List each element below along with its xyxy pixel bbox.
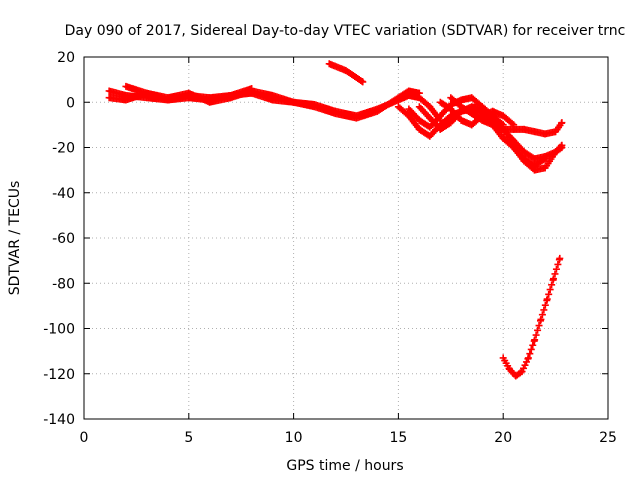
data-point xyxy=(535,322,543,330)
series-sat-l xyxy=(489,116,566,174)
data-point xyxy=(551,270,559,278)
data-point xyxy=(543,295,551,303)
data-point xyxy=(248,85,256,93)
data-point xyxy=(554,260,562,268)
data-point xyxy=(524,354,532,362)
data-point xyxy=(521,361,529,369)
data-point xyxy=(538,311,546,319)
data-point xyxy=(558,119,566,127)
y-tick-label: 0 xyxy=(66,95,75,111)
data-point xyxy=(529,341,537,349)
data-point xyxy=(556,254,564,262)
data-point xyxy=(527,345,535,353)
y-tick-label: -120 xyxy=(43,367,75,383)
data-point xyxy=(548,281,556,289)
chart-title: Day 090 of 2017, Sidereal Day-to-day VTE… xyxy=(65,23,626,39)
x-tick-label: 20 xyxy=(494,430,512,446)
data-point xyxy=(531,336,539,344)
data-point xyxy=(534,326,542,334)
data-point xyxy=(522,358,530,366)
data-point xyxy=(537,315,545,323)
y-tick-label: -40 xyxy=(52,186,75,202)
series-sat-c xyxy=(122,82,256,104)
data-point xyxy=(550,275,558,283)
data-points xyxy=(105,60,566,380)
y-tick-label: -80 xyxy=(52,276,75,292)
data-point xyxy=(532,331,540,339)
x-tick-label: 10 xyxy=(285,430,303,446)
y-tick-label: -140 xyxy=(43,412,75,428)
data-point xyxy=(546,286,554,294)
x-tick-label: 0 xyxy=(80,430,89,446)
data-point xyxy=(520,364,528,372)
data-point xyxy=(541,301,549,309)
x-tick-label: 5 xyxy=(184,430,193,446)
data-point xyxy=(415,89,423,97)
series-sat-d xyxy=(325,60,367,86)
y-axis-label: SDTVAR / TECUs xyxy=(7,181,23,296)
data-point xyxy=(545,290,553,298)
axis-ticks: 0 5 10 15 20 25 -140 -120 -100 -80 -60 -40 -20 0 20 xyxy=(43,50,617,446)
x-axis-label: GPS time / hours xyxy=(286,458,403,474)
data-point xyxy=(552,265,560,273)
series-sat-h xyxy=(436,98,518,129)
data-point xyxy=(359,78,367,86)
data-point xyxy=(526,350,534,358)
y-tick-label: 20 xyxy=(57,50,75,66)
data-point xyxy=(518,367,526,375)
y-tick-label: -60 xyxy=(52,231,75,247)
series-sat-m xyxy=(499,254,564,380)
y-tick-label: -100 xyxy=(43,322,75,338)
data-point xyxy=(540,306,548,314)
x-tick-label: 15 xyxy=(389,430,407,446)
y-tick-label: -20 xyxy=(52,141,75,157)
x-tick-label: 25 xyxy=(599,430,617,446)
data-point xyxy=(558,141,566,149)
